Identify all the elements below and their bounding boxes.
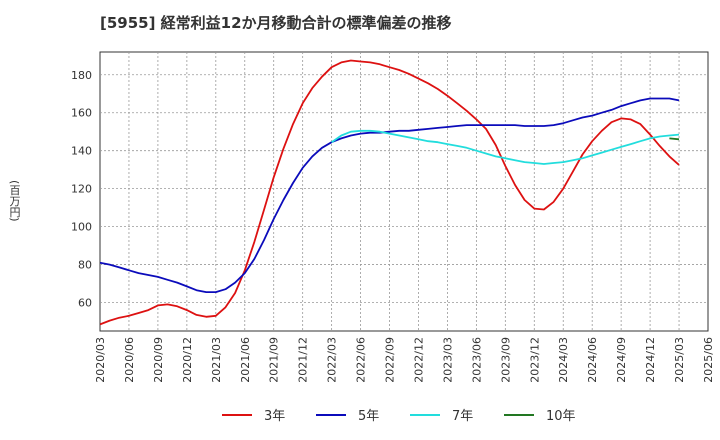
legend-label-1: 3年: [264, 409, 285, 424]
x-tick-label: 2024/03: [557, 337, 570, 383]
legend-label-4: 10年: [546, 409, 576, 424]
x-tick-label: 2020/06: [123, 337, 136, 383]
x-tick-label: 2022/12: [412, 337, 425, 383]
x-tick-label: 2021/09: [268, 337, 281, 383]
x-tick-label: 2021/03: [210, 337, 223, 383]
x-tick-label: 2020/09: [152, 337, 165, 383]
x-tick-label: 2024/12: [644, 337, 657, 383]
x-tick-label: 2025/06: [702, 337, 715, 383]
y-tick-label: 120: [71, 183, 92, 196]
y-axis-label: (百万円): [8, 180, 21, 222]
x-tick-label: 2022/03: [326, 337, 339, 383]
x-tick-label: 2021/12: [297, 337, 310, 383]
x-tick-label: 2020/03: [94, 337, 107, 383]
plot-area: [99, 51, 709, 332]
x-tick-label: 2021/06: [239, 337, 252, 383]
y-tick-label: 60: [78, 297, 92, 310]
y-tick-label: 180: [71, 69, 92, 82]
y-tick-label: 140: [71, 145, 92, 158]
x-tick-label: 2024/09: [615, 337, 628, 383]
y-tick-label: 100: [71, 221, 92, 234]
y-tick-label: 80: [78, 259, 92, 272]
x-tick-label: 2023/12: [528, 337, 541, 383]
chart-title: [5955] 経常利益12か月移動合計の標準偏差の推移: [100, 14, 452, 32]
x-tick-label: 2020/12: [181, 337, 194, 383]
x-tick-label: 2022/09: [384, 337, 397, 383]
series-line-3: [331, 129, 680, 165]
x-tick-label: 2023/03: [441, 337, 454, 383]
y-tick-label: 160: [71, 107, 92, 120]
legend-label-2: 5年: [358, 409, 379, 424]
legend-label-3: 7年: [452, 409, 473, 424]
series-line-1: [100, 59, 680, 326]
series-line-2: [100, 97, 680, 293]
x-tick-label: 2023/09: [499, 337, 512, 383]
x-tick-label: 2024/06: [586, 337, 599, 383]
x-tick-label: 2025/03: [673, 337, 686, 383]
series-line-4: [669, 137, 680, 141]
x-tick-label: 2023/06: [470, 337, 483, 383]
x-tick-label: 2022/06: [355, 337, 368, 383]
